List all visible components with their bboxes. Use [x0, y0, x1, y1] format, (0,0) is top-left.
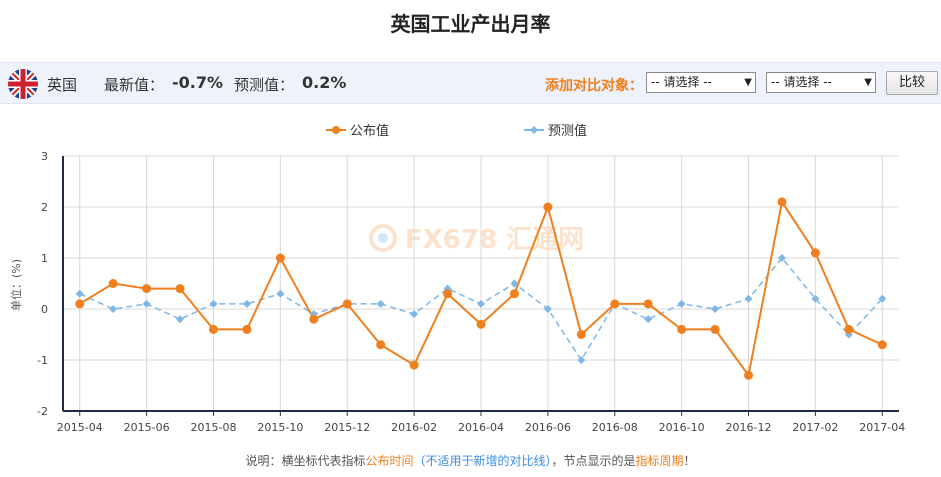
- forecast-point: [242, 299, 251, 308]
- indicator-info-bar: 英国 最新值： -0.7% 预测值： 0.2% 添加对比对象： -- 请选择 -…: [0, 62, 941, 104]
- x-tick-label: 2015-12: [324, 421, 370, 434]
- y-tick-label: -1: [37, 354, 48, 367]
- footer-not-applicable: （不适用于新增的对比线）: [413, 454, 552, 468]
- published-point: [108, 279, 118, 288]
- legend-item-published[interactable]: 公布值: [326, 120, 389, 139]
- forecast-point: [209, 299, 218, 308]
- forecast-point: [142, 299, 151, 308]
- forecast-point: [543, 305, 552, 313]
- x-tick-label: 2015-04: [57, 421, 103, 434]
- x-tick-label: 2015-08: [190, 421, 236, 434]
- published-point: [877, 340, 887, 350]
- x-tick-label: 2017-02: [792, 421, 838, 434]
- forecast-point: [744, 294, 753, 303]
- published-point: [142, 284, 152, 294]
- legend-forecast-label: 预测值: [548, 124, 588, 139]
- watermark-logo: FX678 汇通网: [369, 224, 584, 255]
- forecast-point: [878, 294, 887, 303]
- forecast-point: [109, 305, 118, 313]
- legend-forecast-marker: [524, 124, 544, 139]
- dropdown-arrow-icon: ▼: [864, 77, 872, 88]
- forecast-point: [811, 294, 820, 303]
- published-point: [543, 202, 553, 212]
- published-point: [576, 330, 586, 339]
- x-tick-label: 2016-08: [592, 421, 638, 434]
- x-tick-label: 2015-10: [257, 421, 303, 434]
- y-tick-label: 1: [41, 252, 48, 265]
- y-tick-label: 3: [41, 150, 48, 163]
- forecast-point: [176, 315, 185, 324]
- compare-select-1-value: -- 请选择 --: [651, 75, 712, 89]
- published-point: [476, 319, 486, 329]
- forecast-point: [410, 310, 419, 319]
- published-point: [744, 370, 754, 380]
- published-point: [175, 284, 185, 294]
- country-name: 英国: [47, 76, 78, 94]
- compare-button[interactable]: 比较: [886, 71, 938, 95]
- published-point: [409, 360, 419, 370]
- published-point: [610, 299, 620, 309]
- forecast-point: [75, 289, 84, 298]
- x-tick-label: 2015-06: [124, 421, 170, 434]
- y-axis-label: 单位：(%): [9, 259, 23, 311]
- x-tick-label: 2016-10: [659, 421, 705, 434]
- footer-publish-time: 公布时间: [365, 454, 414, 468]
- forecast-point: [644, 315, 653, 324]
- page-title: 英国工业产出月率: [390, 12, 551, 36]
- x-tick-label: 2016-02: [391, 421, 437, 434]
- x-tick-label: 2017-04: [859, 421, 905, 434]
- x-tick-label: 2016-06: [525, 421, 571, 434]
- forecast-point: [376, 299, 385, 308]
- y-tick-label: 2: [41, 201, 48, 214]
- published-point: [643, 299, 653, 309]
- forecast-point: [510, 279, 519, 288]
- published-point: [309, 314, 319, 324]
- compare-select-2-value: -- 请选择 --: [771, 75, 832, 89]
- published-point: [242, 324, 252, 334]
- footer-prefix: 说明：横坐标代表指标: [245, 454, 366, 468]
- footer-suffix: ！: [683, 454, 696, 468]
- published-point: [275, 253, 285, 263]
- published-point: [844, 324, 854, 334]
- x-tick-label: 2016-12: [726, 421, 772, 434]
- latest-value: -0.7%: [172, 73, 224, 92]
- published-point: [777, 197, 787, 207]
- forecast-point: [577, 356, 586, 364]
- latest-value-label: 最新值：: [104, 76, 165, 94]
- footer-indicator-period: 指标周期: [635, 454, 684, 468]
- published-point: [443, 289, 453, 299]
- uk-flag-icon: [8, 69, 38, 99]
- published-point: [376, 340, 386, 350]
- y-tick-label: 0: [41, 303, 48, 316]
- forecast-value: 0.2%: [302, 73, 347, 92]
- footer-note: 说明：横坐标代表指标公布时间（不适用于新增的对比线），节点显示的是指标周期！: [0, 452, 941, 469]
- compare-select-1[interactable]: -- 请选择 -- ▼: [646, 72, 756, 93]
- y-tick-label: -2: [37, 405, 48, 418]
- compare-select-2[interactable]: -- 请选择 -- ▼: [766, 72, 876, 93]
- forecast-point: [677, 299, 686, 308]
- dropdown-arrow-icon: ▼: [744, 77, 752, 88]
- forecast-value-label: 预测值：: [234, 76, 295, 94]
- legend-published-marker: [326, 124, 346, 139]
- published-point: [810, 248, 820, 258]
- published-point: [677, 324, 687, 334]
- published-point: [75, 299, 85, 309]
- legend-item-forecast[interactable]: 预测值: [524, 120, 587, 139]
- published-point: [509, 289, 519, 299]
- published-point: [342, 299, 352, 309]
- x-tick-label: 2016-04: [458, 421, 504, 434]
- forecast-point: [477, 299, 485, 308]
- published-point: [208, 324, 218, 334]
- forecast-point: [711, 305, 720, 313]
- published-point: [710, 324, 720, 334]
- footer-node-text: ，节点显示的是: [551, 454, 636, 468]
- forecast-point: [276, 289, 285, 298]
- legend-published-label: 公布值: [350, 124, 390, 139]
- add-compare-label: 添加对比对象：: [545, 78, 643, 94]
- forecast-point: [777, 254, 786, 262]
